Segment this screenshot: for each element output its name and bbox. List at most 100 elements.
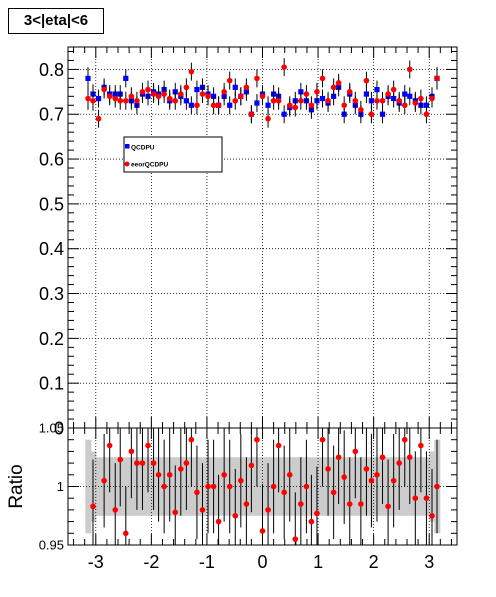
data-point-eeorQCDPU xyxy=(199,91,206,97)
data-point-ratio xyxy=(303,483,310,490)
data-point-ratio xyxy=(286,472,293,478)
data-point-eeorQCDPU xyxy=(385,91,391,97)
data-point-eeorQCDPU xyxy=(379,97,386,104)
y-tick-label: 0.6 xyxy=(39,150,64,170)
data-point-eeorQCDPU xyxy=(210,102,217,109)
data-point-eeorQCDPU xyxy=(226,77,233,84)
y-tick-label: 1 xyxy=(57,479,64,494)
data-point-QCDPU xyxy=(194,86,200,93)
data-point-ratio xyxy=(406,454,413,461)
data-point-ratio xyxy=(166,472,173,478)
data-point-ratio xyxy=(374,472,380,478)
data-point-QCDPU xyxy=(368,98,375,104)
y-tick-label: 1.05 xyxy=(39,421,64,436)
data-point-ratio xyxy=(183,460,190,466)
y-axis-title: Ratio xyxy=(6,464,27,508)
data-point-eeorQCDPU xyxy=(139,89,146,95)
data-point-eeorQCDPU xyxy=(101,86,107,93)
data-point-eeorQCDPU xyxy=(265,115,271,122)
data-point-QCDPU xyxy=(227,102,233,108)
data-point-eeorQCDPU xyxy=(401,102,408,109)
data-point-eeorQCDPU xyxy=(275,97,282,104)
data-point-eeorQCDPU xyxy=(122,97,129,104)
data-point-ratio xyxy=(178,466,184,472)
data-point-eeorQCDPU xyxy=(281,64,287,70)
data-point-eeorQCDPU xyxy=(166,95,173,102)
data-point-QCDPU xyxy=(232,84,238,90)
data-point-eeorQCDPU xyxy=(85,95,91,102)
legend-marker-qcdpu xyxy=(125,144,130,149)
data-point-eeorQCDPU xyxy=(117,97,124,104)
x-tick-label: -1 xyxy=(199,552,215,572)
data-point-QCDPU xyxy=(281,111,287,117)
x-tick-label: 0 xyxy=(257,552,267,572)
data-point-eeorQCDPU xyxy=(298,97,304,104)
data-point-eeorQCDPU xyxy=(178,91,184,97)
data-point-ratio xyxy=(172,509,179,516)
data-point-eeorQCDPU xyxy=(112,95,119,102)
data-point-ratio xyxy=(259,528,266,534)
data-point-QCDPU xyxy=(123,75,129,81)
data-point-ratio xyxy=(205,483,211,490)
data-point-ratio xyxy=(330,489,337,496)
data-point-eeorQCDPU xyxy=(390,86,397,93)
data-point-QCDPU xyxy=(183,98,189,104)
data-point-ratio xyxy=(434,483,440,490)
data-point-ratio xyxy=(254,436,260,443)
data-point-ratio xyxy=(117,456,124,463)
data-point-ratio xyxy=(199,507,206,513)
data-point-ratio xyxy=(368,477,375,484)
data-point-ratio xyxy=(210,483,217,490)
legend-label-eeorqcdpu: eeorQCDPU xyxy=(131,162,169,169)
data-point-ratio xyxy=(379,454,386,461)
data-point-ratio xyxy=(325,466,331,472)
data-point-ratio xyxy=(134,460,140,466)
y-tick-label: 0.7 xyxy=(39,105,64,125)
data-point-eeorQCDPU xyxy=(183,84,190,91)
data-point-eeorQCDPU xyxy=(232,97,239,104)
data-point-eeorQCDPU xyxy=(172,97,179,104)
data-point-ratio xyxy=(429,512,435,519)
data-point-ratio xyxy=(188,436,195,443)
data-point-eeorQCDPU xyxy=(243,84,250,91)
data-point-QCDPU xyxy=(172,89,178,95)
data-point-QCDPU xyxy=(298,89,304,95)
data-point-eeorQCDPU xyxy=(188,68,195,75)
legend-label-qcdpu: QCDPU xyxy=(131,145,155,152)
data-point-QCDPU xyxy=(85,75,91,81)
ratio-panel: 0.95 1 1.05 -3 -2 -1 0 1 2 3 Ratio xyxy=(6,421,458,572)
data-point-ratio xyxy=(423,495,430,502)
data-point-QCDPU xyxy=(319,95,326,102)
data-point-eeorQCDPU xyxy=(238,93,244,100)
x-tick-label: -2 xyxy=(143,552,159,572)
uncertainty-band-bin xyxy=(85,439,92,534)
data-point-ratio xyxy=(341,474,347,480)
x-tick-label: 2 xyxy=(369,552,379,572)
data-point-QCDPU xyxy=(210,93,217,99)
data-point-ratio xyxy=(161,483,167,490)
data-point-QCDPU xyxy=(95,95,102,102)
data-point-ratio xyxy=(122,530,129,537)
data-point-ratio xyxy=(150,460,157,466)
data-point-QCDPU xyxy=(188,102,194,108)
data-point-eeorQCDPU xyxy=(90,97,96,104)
data-point-QCDPU xyxy=(374,86,380,93)
data-point-ratio xyxy=(352,448,359,455)
data-point-eeorQCDPU xyxy=(128,93,135,100)
data-point-ratio xyxy=(106,442,113,449)
data-point-eeorQCDPU xyxy=(396,97,403,104)
data-point-QCDPU xyxy=(254,100,260,106)
data-point-eeorQCDPU xyxy=(95,115,102,122)
data-point-eeorQCDPU xyxy=(368,111,375,118)
data-point-eeorQCDPU xyxy=(406,66,413,73)
data-point-ratio xyxy=(385,503,391,510)
data-point-eeorQCDPU xyxy=(194,102,200,109)
y-tick-label: 0.3 xyxy=(39,284,64,304)
y-tick-label: 0.8 xyxy=(39,60,64,80)
data-point-ratio xyxy=(139,460,146,466)
data-point-ratio xyxy=(335,454,342,461)
data-point-ratio xyxy=(232,512,239,519)
data-point-QCDPU xyxy=(402,91,408,97)
data-point-eeorQCDPU xyxy=(412,100,419,106)
